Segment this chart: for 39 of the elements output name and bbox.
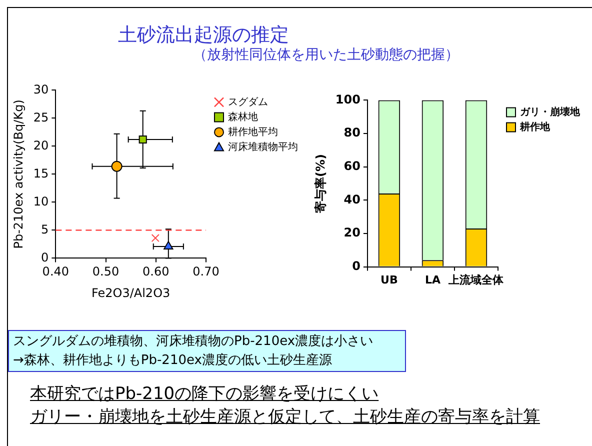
- y-tick-label: 60: [344, 158, 360, 173]
- y-tick-label: 100: [335, 92, 360, 106]
- chart-title: 土砂流出起源の推定: [118, 23, 289, 48]
- point: [151, 234, 160, 242]
- y-tick-label: 20: [344, 226, 360, 240]
- point: [164, 240, 174, 250]
- text: →森林、耕作地よりもPb-210ex濃度の低い土砂生産源: [13, 352, 333, 370]
- point: [138, 135, 147, 144]
- x-tick-label: 上流域全体: [448, 273, 505, 286]
- point: [111, 160, 122, 172]
- x-tick-label: 0.60: [142, 264, 170, 279]
- x-tick-label: 0.70: [192, 264, 220, 279]
- legend-label: ガリ・崩壊地: [520, 106, 581, 118]
- text: スングルダムの堆積物、河床堆積物のPb-210ex濃度は小さい: [13, 333, 374, 351]
- y-axis-title: 寄与率(%): [313, 154, 328, 213]
- y-tick-label: 25: [33, 110, 49, 124]
- x-tick-label: LA: [424, 273, 441, 286]
- x-tick-label: 0.40: [42, 264, 70, 279]
- legend-label: スグダム: [228, 96, 268, 108]
- y-tick-label: 15: [33, 166, 49, 180]
- y-tick-label: 80: [344, 126, 360, 140]
- text: 本研究ではPb-210の降下の影響を受けにくい: [30, 383, 380, 406]
- y-tick-label: 0: [41, 250, 49, 264]
- legend-label: 耕作地: [519, 120, 551, 133]
- y-tick-label: 5: [41, 222, 49, 236]
- y-tick-label: 10: [33, 194, 49, 208]
- y-tick-label: 30: [33, 82, 49, 96]
- text: （放射性同位体を用いた土砂動態の把握）: [192, 46, 460, 64]
- legend-label: 森林地: [228, 110, 258, 123]
- y-tick-label: 40: [344, 192, 360, 206]
- y-axis-title: Pb-210ex activity(Bq/Kg): [11, 100, 26, 249]
- legend-label: 耕作地平均: [228, 126, 278, 138]
- x-tick-label: 0.50: [92, 264, 120, 279]
- x-axis-title: Fe2O3/Al2O3: [92, 286, 170, 300]
- y-tick-label: 20: [33, 138, 49, 152]
- y-tick-label: 0: [352, 258, 360, 273]
- text: ガリー・崩壊地を土砂生産源と仮定して、土砂生産の寄与率を計算: [30, 406, 540, 429]
- x-tick-label: UB: [380, 273, 398, 286]
- legend-label: 河床堆積物平均: [228, 140, 298, 153]
